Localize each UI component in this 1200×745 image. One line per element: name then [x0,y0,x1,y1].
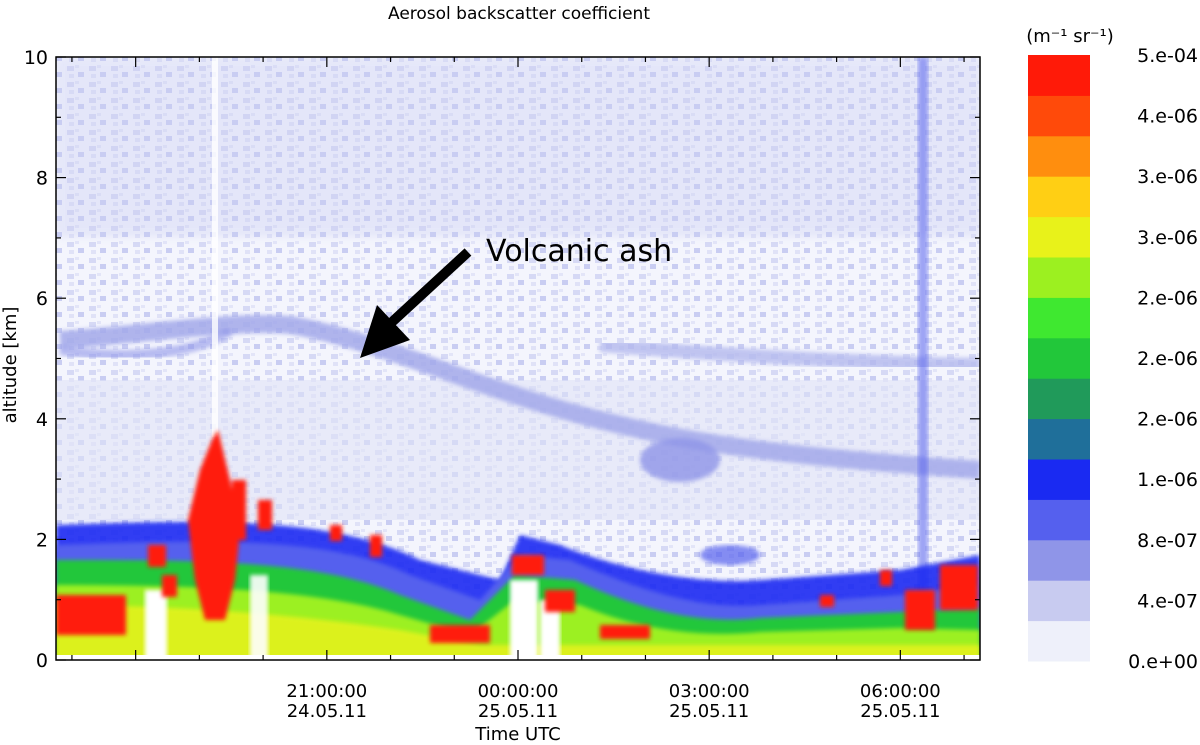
colorbar-tick-label: 3.e-06 [1137,166,1198,188]
red-patch-o [820,595,834,607]
vertical-streak [212,57,218,437]
colorbar-tick-label: 2.e-06 [1137,287,1198,309]
x-axis-label: Time UTC [474,724,560,745]
vertical-streak-2 [918,57,928,657]
red-patch-b [258,500,272,530]
x-tick-label-date: 25.05.11 [860,701,940,722]
colorbar-tick-label: 3.e-06 [1137,227,1198,249]
colorbar [1028,55,1090,662]
saturated-patches [56,430,978,643]
colorbar-segment [1028,418,1090,460]
red-patch-f [330,525,342,541]
colorbar-tick-label: 0.e+00 [1128,651,1198,673]
colorbar-segment [1028,337,1090,379]
colorbar-segment [1028,499,1090,541]
colorbar-segment [1028,55,1090,96]
colorbar-segment [1028,135,1090,177]
annotation-arrow-shaft [388,248,472,326]
y-tick-label: 0 [36,650,48,672]
x-tick-label-time: 00:00:00 [478,681,559,702]
colorbar-tick-label: 2.e-06 [1137,348,1198,370]
x-tick-label-time: 06:00:00 [860,681,941,702]
red-patch-c [148,545,166,567]
gap-1 [145,590,167,660]
red-patch-k [600,625,650,639]
red-patch-m [940,565,978,610]
gap-3 [540,600,560,660]
red-patch-n [880,570,892,586]
annotation-text: Volcanic ash [486,234,672,269]
red-patch-a [232,480,246,540]
upper-haze [56,57,980,237]
y-tick-label: 2 [36,529,48,551]
x-tick-label-date: 24.05.11 [287,701,367,722]
gap-2 [510,580,538,660]
colorbar-segment [1028,297,1090,339]
red-patch-l [905,590,935,630]
x-tick-label-time: 21:00:00 [286,681,367,702]
red-patch-e [56,595,126,635]
red-patch-d [162,575,177,597]
gap-5 [250,575,268,660]
colorbar-segment [1028,620,1090,662]
plume-core [188,430,240,620]
red-patch-j [430,625,490,643]
y-axis-label: altitude [km] [0,307,21,424]
y-tick-label: 10 [24,47,48,69]
colorbar-unit-label: (m⁻¹ sr⁻¹) [1026,26,1114,47]
x-tick-label-date: 25.05.11 [478,701,558,722]
colorbar-tick-label: 2.e-06 [1137,409,1198,431]
colorbar-tick-label: 4.e-07 [1137,590,1198,612]
colorbar-segment [1028,95,1090,137]
ash-blob-2 [700,545,760,565]
y-tick-label: 8 [36,168,48,190]
red-patch-i [545,590,575,612]
colorbar-segment [1028,257,1090,298]
colorbar-tick-label: 8.e-07 [1137,530,1198,552]
red-patch-g [370,535,382,557]
colorbar-tick-label: 1.e-06 [1137,469,1198,491]
x-tick-label-date: 25.05.11 [669,701,749,722]
x-axis: 21:00:0024.05.1100:00:0025.05.1103:00:00… [71,57,965,722]
annotation-arrow-head [360,305,410,358]
colorbar-segment [1028,378,1090,420]
y-tick-label: 6 [36,288,48,310]
chart-title: Aerosol backscatter coefficient [388,4,650,24]
x-tick-label-time: 03:00:00 [669,681,750,702]
y-axis: 0 2 4 6 8 10 [24,47,980,672]
colorbar-segment [1028,459,1090,500]
colorbar-segment [1028,539,1090,581]
red-patch-h [512,555,544,575]
colorbar-tick-label: 4.e-06 [1137,106,1198,128]
heatmap-area [56,57,980,660]
colorbar-segment [1028,580,1090,622]
ash-layer [59,315,980,479]
colorbar-ticks: 5.e-04 4.e-06 3.e-06 3.e-06 2.e-06 2.e-06 2.e-… [1128,45,1198,673]
bl-yellow [56,605,980,660]
colorbar-segment [1028,176,1090,218]
y-tick-label: 4 [36,409,48,431]
colorbar-segment [1028,216,1090,258]
ash-blob [640,438,720,482]
colorbar-tick-label: 5.e-04 [1137,45,1198,67]
